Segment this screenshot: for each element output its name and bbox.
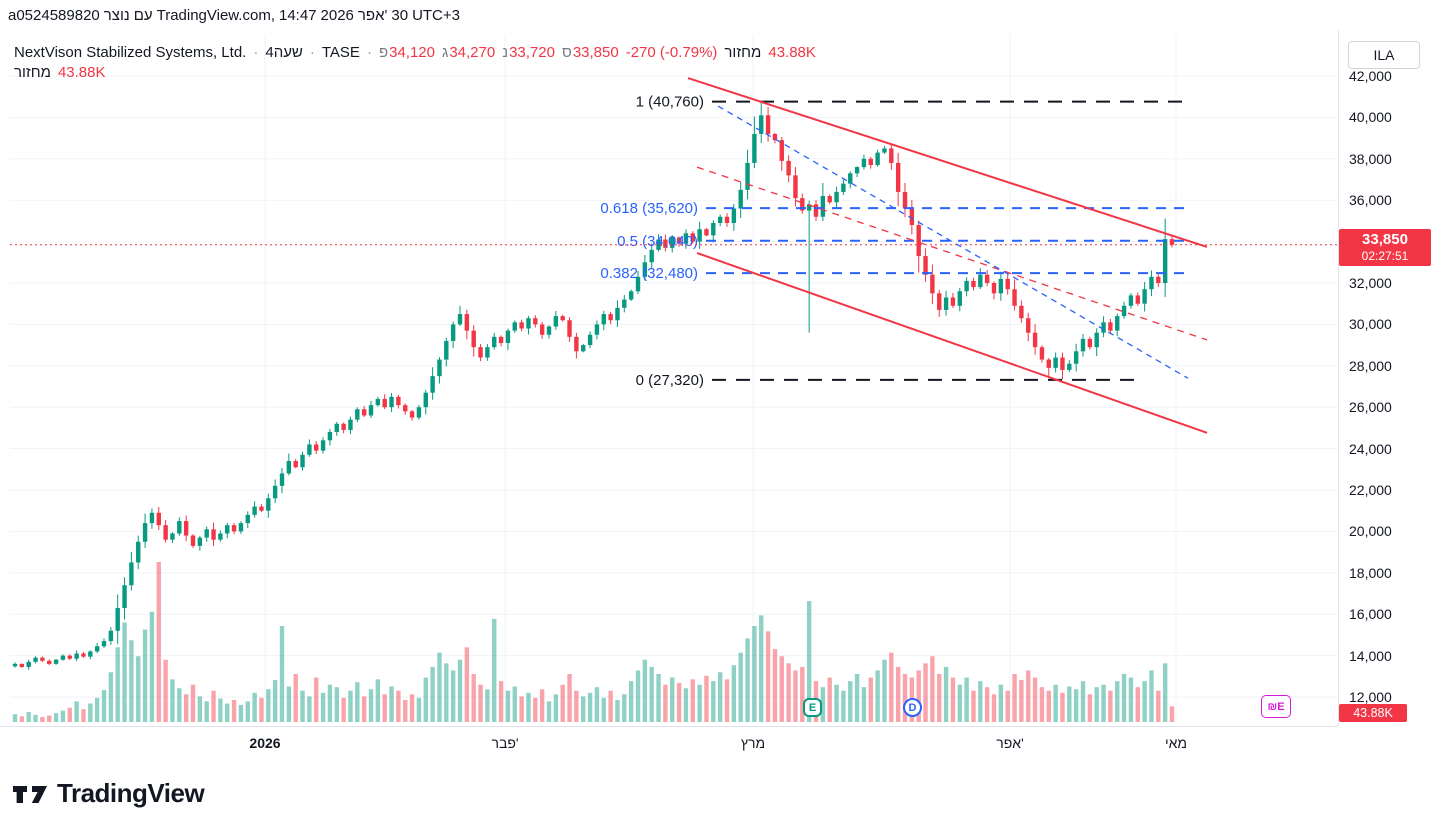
fib-level-label: 0 (27,320) bbox=[636, 372, 704, 389]
text-segment: TradingView.com, bbox=[156, 7, 275, 24]
price-tick: 14,000 bbox=[1349, 647, 1392, 664]
tradingview-logo-icon bbox=[13, 785, 47, 803]
dividend-badge[interactable]: D bbox=[903, 698, 922, 717]
fib-level-label: 0.382 (32,480) bbox=[600, 265, 698, 282]
text-segment: 2026 bbox=[320, 7, 354, 24]
price-tick: 22,000 bbox=[1349, 482, 1392, 498]
price-tick: 36,000 bbox=[1349, 192, 1392, 209]
parallel-channel[interactable] bbox=[687, 77, 1208, 434]
text-segment: ג bbox=[442, 44, 449, 61]
price-tick: 24,000 bbox=[1349, 440, 1392, 457]
text-segment: UTC+3 bbox=[412, 7, 460, 24]
bar-close-countdown: 02:27:51 bbox=[1361, 249, 1409, 263]
text-segment: -270 (-0.79%) bbox=[625, 44, 718, 61]
price-tick: 26,000 bbox=[1349, 399, 1392, 416]
text-segment: · bbox=[309, 44, 315, 61]
text-segment: · bbox=[366, 44, 372, 61]
text-segment: 14:47 bbox=[278, 7, 317, 24]
fib-level-label: 0.618 (35,620) bbox=[600, 200, 698, 217]
last-price-value: 33,850 bbox=[1362, 231, 1408, 248]
text-segment: a0524589820 bbox=[8, 7, 100, 24]
price-tick: 18,000 bbox=[1349, 564, 1392, 581]
text-segment: נוצר bbox=[103, 7, 130, 24]
candlestick-series bbox=[12, 101, 1175, 670]
text-segment: מחזור bbox=[14, 64, 51, 81]
time-tick: מאי bbox=[1164, 735, 1188, 751]
text-segment: נ bbox=[502, 44, 509, 61]
time-tick: פבר' bbox=[491, 735, 519, 751]
text-segment: פ bbox=[378, 44, 389, 61]
financials-badge[interactable]: ₪E bbox=[1261, 695, 1291, 718]
text-segment: מחזור bbox=[724, 44, 762, 61]
earnings-badge[interactable]: E bbox=[803, 698, 822, 717]
text-segment: ס bbox=[561, 44, 572, 61]
price-tick: 16,000 bbox=[1349, 606, 1392, 623]
price-tick: 20,000 bbox=[1349, 523, 1392, 540]
footer-brand[interactable]: TradingView bbox=[12, 778, 205, 809]
text-segment: 34,270 bbox=[449, 44, 496, 61]
fib-level-label: 0.5 (34,040) bbox=[617, 233, 698, 250]
price-tick: 42,000 bbox=[1349, 68, 1392, 84]
time-axis[interactable]: 2026 פבר' מרץ אפר' מאי bbox=[0, 726, 1338, 763]
text-segment: אפר' bbox=[357, 7, 388, 24]
fib-level-label: 1 (40,760) bbox=[636, 94, 704, 111]
trend-line[interactable] bbox=[717, 105, 1189, 379]
unit-toggle-button[interactable]: ILA bbox=[1348, 41, 1420, 69]
text-segment: · bbox=[253, 44, 259, 61]
text-segment: 43.88K bbox=[57, 64, 106, 81]
fib-retracement[interactable]: 1 (40,760) 0.618 (35,620) 0.5 (34,040) 0.38… bbox=[600, 94, 1185, 389]
price-tick: 30,000 bbox=[1349, 316, 1392, 333]
volume-axis-value: 43.88K bbox=[1339, 704, 1407, 722]
text-segment: 43.88K bbox=[768, 44, 816, 61]
symbol-legend: NextVison Stabilized Systems, Ltd. · 4שעה ·… bbox=[14, 44, 823, 81]
volume-series bbox=[12, 562, 1175, 722]
text-segment: NextVison Stabilized Systems, Ltd. bbox=[14, 44, 247, 61]
text-segment: 33,720 bbox=[509, 44, 555, 61]
text-segment: עם bbox=[133, 7, 153, 24]
price-axis[interactable]: ILA 33,850 02:27:51 43.88K 42,000 40,000 3… bbox=[1338, 30, 1437, 726]
time-tick: מרץ bbox=[740, 735, 766, 751]
text-segment: 33,850 bbox=[572, 44, 619, 61]
snapshot-info-bar: a0524589820 נוצר עם TradingView.com, 14:47 20… bbox=[8, 7, 460, 24]
price-tick: 28,000 bbox=[1349, 357, 1392, 374]
last-price-label: 33,850 02:27:51 bbox=[1339, 229, 1431, 266]
time-tick: 2026 bbox=[249, 735, 281, 751]
price-tick: 12,000 bbox=[1349, 689, 1392, 705]
grid bbox=[10, 34, 1338, 722]
tradingview-brand-text: TradingView bbox=[57, 778, 205, 808]
text-segment: 30 bbox=[391, 7, 409, 24]
text-segment: 34,120 bbox=[389, 44, 435, 61]
text-segment: 4שעה bbox=[265, 44, 303, 61]
price-tick: 32,000 bbox=[1349, 275, 1392, 291]
symbol-info-row: NextVison Stabilized Systems, Ltd. · 4שעה ·… bbox=[14, 44, 823, 61]
volume-info-row: מחזור 43.88K bbox=[14, 64, 823, 81]
price-tick: 40,000 bbox=[1349, 109, 1392, 126]
price-tick: 38,000 bbox=[1349, 150, 1392, 167]
time-tick: אפר' bbox=[996, 735, 1024, 751]
text-segment: TASE bbox=[321, 44, 360, 61]
